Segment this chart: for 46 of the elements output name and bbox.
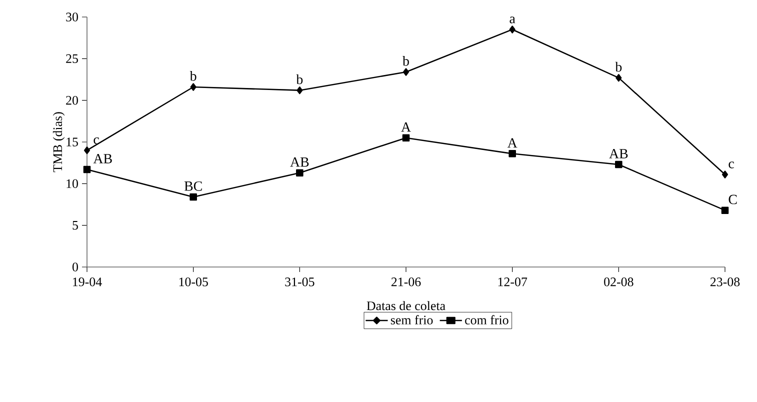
x-axis-title: Datas de coleta bbox=[366, 301, 446, 310]
annotation: AB bbox=[93, 154, 112, 164]
y-tick-label: 30 bbox=[66, 12, 78, 22]
annotation: AB bbox=[609, 149, 628, 158]
y-tick-label: 15 bbox=[66, 138, 78, 146]
annotation: AB bbox=[290, 157, 309, 167]
point bbox=[190, 193, 197, 201]
point bbox=[402, 68, 410, 76]
annotation: c bbox=[94, 137, 99, 144]
x-tick-label: 19-04 bbox=[73, 278, 102, 286]
point bbox=[615, 160, 622, 168]
x-tick-label: 02-08 bbox=[604, 278, 634, 286]
point bbox=[84, 146, 90, 154]
point bbox=[402, 134, 410, 142]
annotation: C bbox=[728, 194, 737, 204]
point bbox=[616, 74, 622, 82]
legend-label: com frio bbox=[465, 315, 508, 324]
x-tick-label: 31-05 bbox=[285, 278, 314, 286]
point bbox=[508, 150, 516, 158]
x-tick-label: 10-05 bbox=[179, 278, 208, 286]
annotation: b bbox=[615, 62, 622, 72]
point bbox=[721, 206, 729, 214]
point bbox=[296, 169, 304, 176]
point bbox=[296, 86, 303, 94]
legend-label: sem frio bbox=[390, 315, 433, 324]
point bbox=[190, 83, 196, 91]
y-axis-title: TMB (dias) bbox=[52, 112, 65, 172]
annotation: A bbox=[401, 122, 411, 132]
y-tick-label: 20 bbox=[66, 96, 78, 105]
annotation: a bbox=[510, 16, 516, 24]
x-tick-label: 21-06 bbox=[391, 278, 421, 286]
point bbox=[509, 26, 516, 34]
annotation: BC bbox=[184, 181, 202, 191]
y-tick-label: 0 bbox=[72, 262, 78, 272]
y-tick-label: 5 bbox=[72, 221, 78, 230]
y-tick-label: 10 bbox=[66, 179, 78, 188]
point bbox=[722, 170, 728, 178]
annotation: b bbox=[402, 56, 409, 66]
annotation: b bbox=[190, 70, 196, 81]
y-tick-label: 25 bbox=[66, 54, 78, 64]
annotation: c bbox=[728, 162, 734, 168]
annotation: b bbox=[296, 74, 303, 84]
x-tick-label: 23-08 bbox=[710, 278, 740, 286]
x-tick-label: 12-07 bbox=[498, 278, 528, 286]
annotation: A bbox=[507, 138, 518, 148]
point bbox=[83, 166, 91, 174]
